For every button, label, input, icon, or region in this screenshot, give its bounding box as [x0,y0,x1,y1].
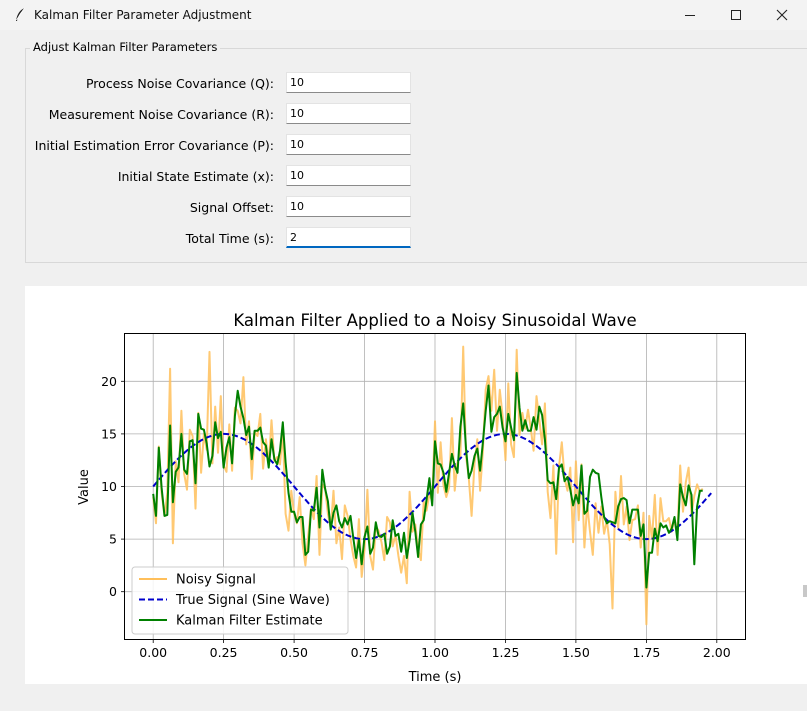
title-bar: Kalman Filter Parameter Adjustment [0,0,807,30]
window-title: Kalman Filter Parameter Adjustment [34,8,252,22]
param-row-q: Process Noise Covariance (Q): [0,72,807,96]
minimize-icon [685,15,695,16]
x-axis-label: Time (s) [408,670,462,684]
y-tick-label: 15 [101,426,117,441]
x-tick-label: 1.00 [421,645,449,660]
x-tick-label: 0.75 [351,645,379,660]
chart-ticks: 0.00 0.25 0.50 0.75 1.00 1.25 1.50 1.75 2.00 0 5 10… [101,374,731,660]
x-tick-label: 2.00 [703,645,731,660]
param-row-p: Initial Estimation Error Covariance (P): [0,134,807,158]
chart-legend: Noisy Signal True Signal (Sine Wave) Kalma… [131,566,349,635]
chart-title: Kalman Filter Applied to a Noisy Sinusoi… [233,311,636,330]
y-tick-label: 0 [109,584,117,599]
noisy-signal-line [152,345,704,626]
measurement-noise-label: Measurement Noise Covariance (R): [48,107,274,122]
maximize-button[interactable] [713,0,759,30]
minimize-button[interactable] [667,0,713,30]
process-noise-label: Process Noise Covariance (Q): [85,76,274,91]
y-tick-label: 20 [101,374,117,389]
maximize-icon [731,10,741,20]
y-tick-label: 10 [101,479,117,494]
process-noise-input[interactable] [286,72,411,93]
x-tick-label: 1.25 [492,645,520,660]
parameters-group-title: Adjust Kalman Filter Parameters [30,40,221,54]
x-tick-label: 0.00 [139,645,167,660]
close-button[interactable] [759,0,805,30]
signal-offset-label: Signal Offset: [189,200,274,215]
y-axis-label: Value [77,469,92,505]
param-row-r: Measurement Noise Covariance (R): [0,103,807,127]
x-tick-label: 1.75 [632,645,660,660]
initial-error-covariance-input[interactable] [286,134,411,155]
kalman-chart: 0.00 0.25 0.50 0.75 1.00 1.25 1.50 1.75 2.00 0 5 10… [77,311,746,684]
param-row-offset: Signal Offset: [0,196,807,220]
feather-icon [16,7,25,21]
measurement-noise-input[interactable] [286,103,411,124]
initial-state-input[interactable] [286,165,411,186]
legend-label: Noisy Signal [176,573,256,588]
initial-error-covariance-label: Initial Estimation Error Covariance (P): [34,138,274,153]
legend-box [131,566,349,635]
legend-label: True Signal (Sine Wave) [175,593,330,608]
total-time-input[interactable] [286,227,411,248]
close-icon [776,9,788,21]
total-time-label: Total Time (s): [185,231,274,246]
kalman-estimate-line [152,371,703,589]
chart-series [152,345,712,626]
window-edge [803,585,807,597]
signal-offset-input[interactable] [286,196,411,217]
parameters-group [25,48,807,263]
x-tick-label: 0.25 [210,645,238,660]
true-signal-line [152,432,712,541]
x-tick-label: 1.50 [562,645,590,660]
initial-state-label: Initial State Estimate (x): [117,169,274,184]
param-row-x: Initial State Estimate (x): [0,165,807,189]
x-tick-label: 0.50 [280,645,308,660]
y-tick-label: 5 [109,532,117,547]
param-row-time: Total Time (s): [0,227,807,251]
legend-label: Kalman Filter Estimate [176,614,323,629]
